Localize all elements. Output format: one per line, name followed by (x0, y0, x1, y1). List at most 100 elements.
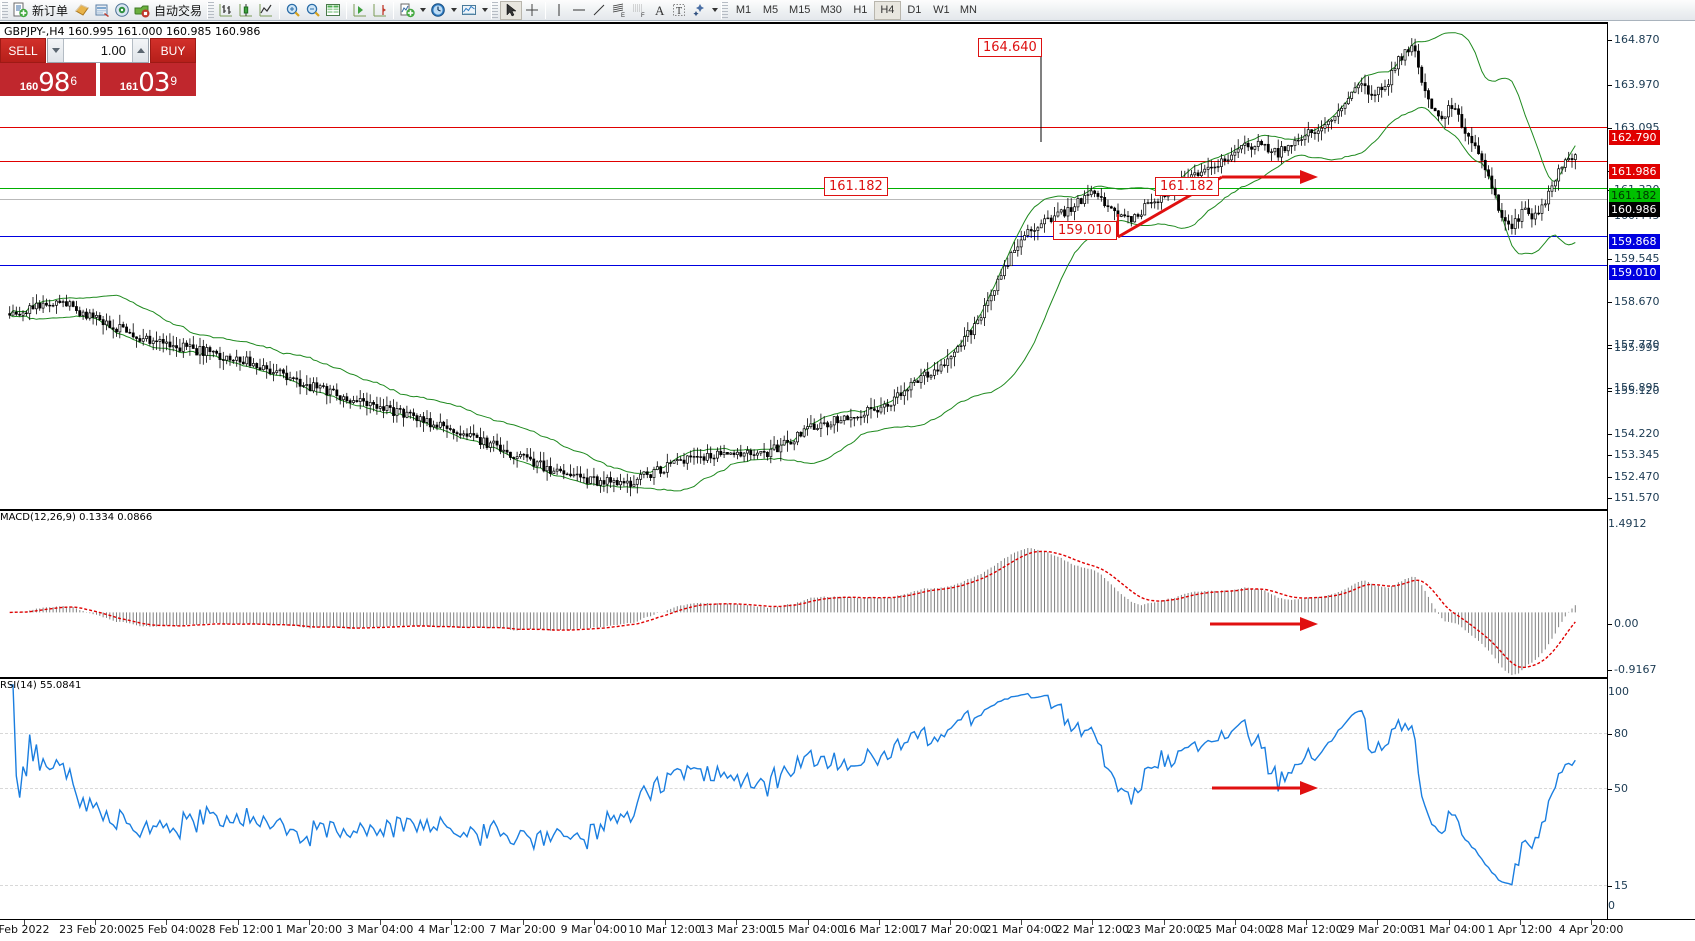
svg-text:F: F (641, 13, 645, 18)
buy-button[interactable]: BUY (150, 38, 196, 63)
chart-grid-icon[interactable] (323, 1, 343, 20)
hline-161986[interactable] (0, 161, 1607, 162)
macd-tick: 0.00 (1608, 617, 1639, 630)
timeframe-m5[interactable]: M5 (762, 4, 779, 16)
rsi-pane[interactable]: RSI(14) 55.0841 100 80 50 15 0 (0, 677, 1695, 919)
annotation-161182-left[interactable]: 161.182 (824, 177, 888, 196)
time-tick-label: 17 Mar 20:00 (913, 923, 987, 936)
macd-pane-top-border (0, 509, 1608, 511)
rsi-tick-label: 50 (1614, 782, 1628, 795)
period-icon[interactable] (428, 1, 459, 20)
annotation-164640[interactable]: 164.640 (978, 38, 1042, 57)
line-chart-icon[interactable] (256, 1, 276, 20)
zoom-out-icon[interactable] (303, 1, 323, 20)
horizontal-line-icon[interactable] (569, 1, 589, 20)
zoom-in-icon[interactable] (283, 1, 303, 20)
volume-value[interactable]: 1.00 (100, 43, 126, 58)
price-pane[interactable]: 164.640 161.182 161.182 159.010 164.870 … (0, 22, 1695, 521)
timeframe-m30[interactable]: M30 (820, 4, 842, 16)
period-dropdown-caret[interactable] (451, 8, 458, 12)
price-tick-label: 164.870 (1614, 33, 1660, 46)
time-tick-label: 13 Mar 23:00 (699, 923, 773, 936)
hline-162790[interactable] (0, 127, 1607, 128)
svg-text:E: E (621, 13, 625, 18)
data-window-icon[interactable] (92, 1, 112, 20)
annotation-159010[interactable]: 159.010 (1053, 221, 1117, 240)
chart-area[interactable]: 164.640 161.182 161.182 159.010 164.870 … (0, 22, 1695, 941)
price-badge-161182[interactable]: 161.182 (1609, 188, 1660, 203)
templates-dropdown-caret[interactable] (482, 8, 489, 12)
volume-increase-button[interactable] (132, 39, 148, 62)
macd-pane[interactable]: MACD(12,26,9) 0.1334 0.0866 1.4912 0.00 … (0, 509, 1695, 677)
fibo-channel-icon[interactable]: F (629, 1, 649, 20)
timeframe-m15[interactable]: M15 (789, 4, 811, 16)
price-badge-159010[interactable]: 159.010 (1609, 265, 1660, 280)
timeframe-d1[interactable]: D1 (907, 4, 922, 16)
vertical-line-icon[interactable] (549, 1, 569, 20)
text-icon[interactable]: T (669, 1, 689, 20)
volume-stepper[interactable]: 1.00 (47, 38, 149, 63)
hline-159868[interactable] (0, 236, 1607, 237)
navigator-icon[interactable] (112, 1, 132, 20)
timeframe-m1[interactable]: M1 (735, 4, 752, 16)
toolbar-separator-4 (545, 1, 547, 19)
sell-price-display[interactable]: 160 98 6 (0, 63, 96, 96)
fibonacci-icon[interactable]: E (609, 1, 629, 20)
indicators-dropdown-caret[interactable] (420, 8, 427, 12)
timeframe-h4[interactable]: H4 (873, 0, 901, 20)
trendline-icon[interactable] (589, 1, 609, 20)
auto-scroll-icon[interactable] (350, 1, 370, 20)
macd-tick: -0.9167 (1608, 663, 1656, 676)
price-badge-161986[interactable]: 161.986 (1609, 164, 1660, 179)
autotrading-label: 自动交易 (154, 3, 203, 18)
price-axis[interactable]: 164.870 163.970 163.095 162.195 161.320 … (1607, 22, 1695, 521)
objects-icon[interactable] (689, 1, 720, 20)
expert-advisors-icon[interactable] (72, 1, 92, 20)
sell-price-pipette: 6 (70, 74, 78, 88)
bar-chart-icon[interactable] (216, 1, 236, 20)
price-badge-159868[interactable]: 159.868 (1609, 234, 1660, 249)
macd-axis[interactable]: 1.4912 0.00 -0.9167 (1607, 509, 1695, 677)
toolbar-grip-4[interactable] (721, 1, 729, 19)
autotrading-icon[interactable] (132, 1, 152, 20)
objects-dropdown-caret[interactable] (712, 8, 719, 12)
timeframe-w1[interactable]: W1 (933, 4, 950, 16)
svg-text:A: A (655, 3, 665, 18)
hline-161182[interactable] (0, 188, 1607, 189)
indicators-icon[interactable] (397, 1, 428, 20)
time-tick-label: 28 Mar 12:00 (1269, 923, 1343, 936)
buy-price-display[interactable]: 161 03 9 (100, 63, 196, 96)
time-axis[interactable]: Feb 2022 23 Feb 20:00 25 Feb 04:00 28 Feb 1… (0, 919, 1695, 941)
annotation-161182-right[interactable]: 161.182 (1155, 177, 1219, 196)
time-tick-mark (451, 920, 453, 925)
rsi-user-arrow (1212, 781, 1318, 795)
sell-button[interactable]: SELL (0, 38, 46, 63)
text-label-icon[interactable]: A (649, 1, 669, 20)
candlestick-chart-icon[interactable] (236, 1, 256, 20)
hline-160986[interactable] (0, 199, 1607, 200)
new-order-button[interactable]: 新订单 (30, 1, 72, 20)
timeframe-mn[interactable]: MN (959, 4, 977, 16)
toolbar-grip-2[interactable] (207, 1, 215, 19)
timeframe-h1[interactable]: H1 (853, 4, 868, 16)
hline-159010[interactable] (0, 265, 1607, 266)
chart-shift-icon[interactable] (370, 1, 390, 20)
price-badge-162790[interactable]: 162.790 (1609, 130, 1660, 145)
rsi-tick-label: 15 (1614, 879, 1628, 892)
autotrading-button[interactable]: 自动交易 (152, 1, 206, 20)
toolbar-grip[interactable] (1, 1, 8, 19)
time-tick-mark (736, 920, 738, 925)
time-tick-mark (1591, 920, 1592, 925)
time-tick-label: 25 Mar 04:00 (1198, 923, 1272, 936)
toolbar-grip-3[interactable] (491, 1, 499, 19)
buy-price-prefix: 161 (119, 81, 139, 93)
new-order-label: 新订单 (32, 3, 69, 18)
macd-tick-label: 0.00 (1614, 617, 1639, 630)
crosshair-icon[interactable] (522, 1, 542, 20)
new-order-icon[interactable] (10, 1, 30, 20)
rsi-axis[interactable]: 100 80 50 15 0 (1607, 677, 1695, 919)
templates-icon[interactable] (459, 1, 490, 20)
volume-decrease-button[interactable] (48, 39, 64, 62)
price-badge-160986[interactable]: 160.986 (1609, 202, 1660, 217)
cursor-icon[interactable] (500, 0, 523, 20)
